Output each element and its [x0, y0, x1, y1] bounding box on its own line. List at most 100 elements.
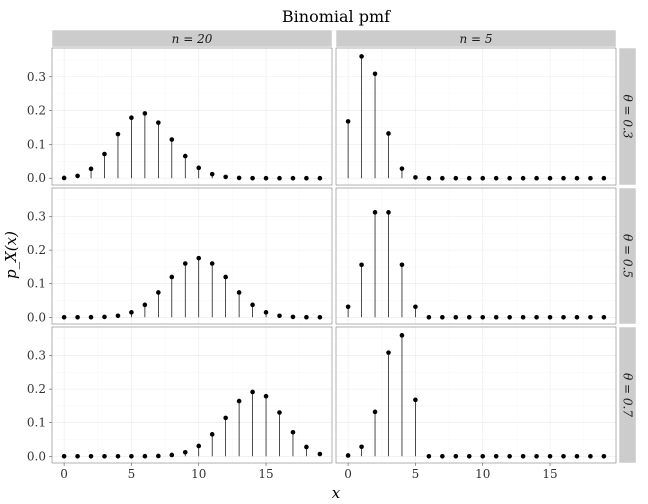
pmf-point	[102, 453, 107, 459]
x-tick-label: 10	[191, 467, 206, 481]
pmf-point	[209, 432, 215, 437]
pmf-point	[547, 175, 553, 181]
pmf-point	[359, 54, 364, 59]
pmf-point	[156, 453, 161, 459]
facet-panel: 0.0 0.1 0.2 0.3	[27, 187, 333, 325]
facet-panel: 0.0 0.1 0.2 0.3 0 5 10 15	[27, 326, 333, 481]
column-strip-label: n = 20	[172, 32, 213, 46]
pmf-point	[317, 314, 323, 320]
pmf-point	[453, 453, 459, 459]
panel-border	[335, 326, 617, 464]
pmf-point	[372, 71, 378, 77]
pmf-point	[223, 174, 228, 180]
pmf-point	[182, 261, 188, 266]
pmf-point	[561, 314, 566, 320]
pmf-point	[156, 120, 161, 125]
row-strip-label: θ = 0.7	[621, 373, 635, 417]
pmf-point	[196, 165, 202, 171]
pmf-point	[88, 453, 94, 459]
pmf-point	[345, 453, 351, 458]
pmf-point	[480, 314, 486, 320]
y-tick-label: 0.2	[27, 243, 46, 257]
pmf-point	[317, 175, 323, 181]
panel-border	[335, 187, 617, 325]
row-strip-label: θ = 0.5	[621, 234, 635, 278]
pmf-point	[169, 452, 175, 458]
y-tick-label: 0.0	[27, 171, 46, 185]
pmf-point	[169, 274, 175, 280]
panel-border	[335, 47, 617, 186]
y-tick-label: 0.1	[27, 277, 46, 291]
pmf-point	[547, 453, 553, 459]
pmf-point	[142, 453, 148, 459]
pmf-point	[75, 173, 80, 179]
pmf-point	[75, 453, 80, 459]
y-tick-label: 0.3	[27, 210, 46, 224]
row-strip	[618, 187, 637, 325]
column-strip-label: n = 5	[459, 32, 492, 46]
panel-border	[51, 187, 333, 325]
pmf-point	[561, 453, 566, 459]
column-strip	[51, 29, 333, 48]
pmf-point	[588, 314, 593, 320]
pmf-point	[413, 397, 418, 403]
column-strip	[335, 29, 617, 48]
pmf-point	[359, 444, 364, 450]
pmf-point	[386, 131, 391, 136]
y-tick-label: 0.1	[27, 137, 46, 151]
x-tick-label: 10	[475, 467, 490, 481]
pmf-point	[317, 451, 323, 457]
pmf-point	[129, 115, 134, 121]
pmf-point	[520, 453, 526, 459]
pmf-point	[588, 175, 593, 181]
facet-panel: 0.0 0.1 0.2 0.3	[27, 47, 333, 186]
pmf-point	[466, 314, 472, 320]
pmf-point	[88, 166, 94, 172]
panel-border	[51, 326, 333, 464]
pmf-point	[466, 175, 472, 181]
x-tick-label: 0	[344, 467, 352, 481]
facet-panel	[335, 187, 617, 325]
x-tick-label: 5	[412, 467, 420, 481]
pmf-point	[102, 151, 107, 157]
pmf-point	[236, 175, 242, 181]
pmf-point	[426, 175, 432, 181]
pmf-point	[547, 314, 553, 320]
panel-border	[51, 47, 333, 186]
pmf-point	[236, 290, 242, 295]
pmf-point	[426, 314, 432, 320]
y-tick-label: 0.3	[27, 349, 46, 363]
pmf-point	[290, 175, 296, 181]
pmf-point	[534, 453, 539, 459]
pmf-point	[345, 119, 351, 124]
pmf-point	[169, 137, 175, 142]
y-axis-label: p_X(x)	[2, 231, 20, 279]
y-tick-label: 0.2	[27, 104, 46, 118]
pmf-point	[102, 314, 107, 320]
pmf-point	[507, 453, 512, 459]
pmf-point	[386, 350, 391, 355]
pmf-point	[182, 449, 188, 455]
pmf-point	[440, 453, 445, 459]
pmf-point	[520, 175, 526, 181]
pmf-point	[466, 453, 472, 459]
pmf-point	[480, 453, 486, 459]
y-tick-label: 0.1	[27, 416, 46, 430]
pmf-point	[236, 398, 242, 404]
pmf-point	[250, 302, 255, 308]
x-tick-label: 0	[60, 467, 68, 481]
pmf-point	[304, 314, 309, 320]
pmf-point	[290, 429, 296, 435]
pmf-point	[196, 443, 202, 449]
pmf-point	[561, 175, 566, 181]
pmf-point	[115, 453, 121, 459]
pmf-point	[520, 314, 526, 320]
pmf-point	[399, 333, 405, 338]
pmf-point	[250, 389, 255, 395]
pmf-point	[493, 175, 499, 181]
pmf-point	[250, 175, 255, 181]
pmf-point	[129, 453, 134, 459]
pmf-point	[115, 131, 121, 137]
pmf-point	[290, 314, 296, 320]
